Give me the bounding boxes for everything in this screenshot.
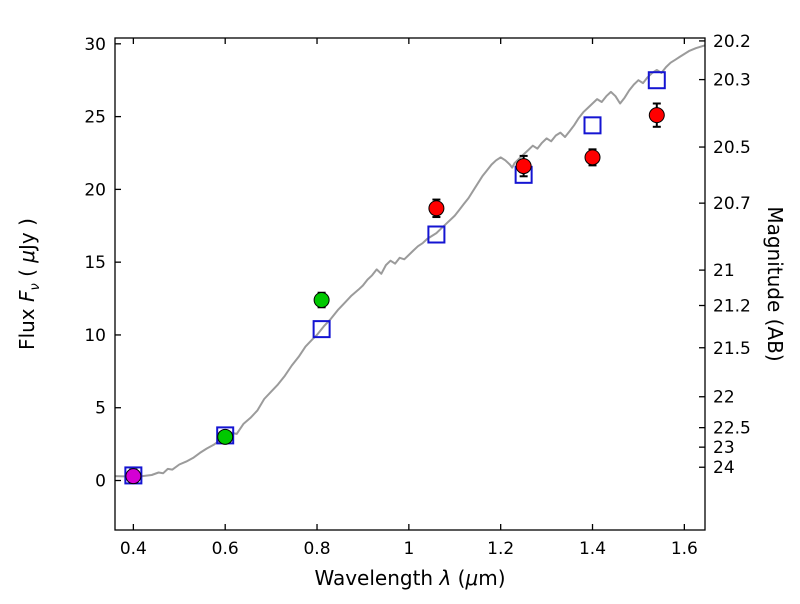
observed-photometry-circle — [515, 158, 532, 175]
y-tick-label-right: 23 — [713, 438, 735, 458]
x-tick-label: 1.2 — [487, 539, 514, 559]
model-photometry-square — [427, 225, 446, 244]
y-tick-label-right: 21.5 — [713, 339, 751, 359]
y-tick-label-right: 24 — [713, 458, 735, 478]
y-tick-label-right: 20.7 — [713, 194, 751, 214]
model-photometry-square — [312, 320, 331, 339]
observed-photometry-circle — [313, 292, 330, 309]
model-photometry-points — [124, 71, 666, 485]
y-tick-label-left: 5 — [95, 399, 106, 419]
model-photometry-square — [647, 71, 666, 90]
y-axis-label-left: Flux Fν ( μJy ) — [15, 218, 43, 350]
x-tick-label: 1.6 — [671, 539, 698, 559]
y-tick-label-left: 15 — [84, 253, 106, 273]
y-tick-label-left: 10 — [84, 326, 106, 346]
y-tick-label-left: 30 — [84, 35, 106, 55]
x-tick-label: 0.8 — [303, 539, 330, 559]
x-axis: 0.4 0.6 0.8 1 1.2 1.4 1.6 — [120, 38, 698, 559]
x-tick-label: 1 — [403, 539, 414, 559]
observed-photometry-circle — [428, 200, 445, 217]
plot-border — [114, 37, 706, 531]
x-tick-label: 0.4 — [120, 539, 147, 559]
observed-photometry-circle — [648, 107, 665, 124]
y-axis-left: 0 5 10 15 20 25 30 — [84, 35, 121, 492]
x-axis-label: Wavelength λ (μm) — [314, 566, 505, 590]
y-tick-label-left: 20 — [84, 180, 106, 200]
y-tick-label-right: 21.2 — [713, 297, 751, 317]
y-tick-label-right: 22 — [713, 388, 735, 408]
y-tick-label-right: 20.2 — [713, 32, 751, 52]
y-tick-label-left: 0 — [95, 472, 106, 492]
observed-photometry-circle — [584, 149, 601, 166]
y-tick-label-right: 20.3 — [713, 71, 751, 91]
observed-photometry-points — [125, 102, 665, 485]
y-tick-label-right: 21 — [713, 261, 735, 281]
model-photometry-square — [583, 116, 602, 135]
y-tick-label-right: 20.5 — [713, 138, 751, 158]
y-tick-label-right: 22.5 — [713, 419, 751, 439]
x-tick-label: 1.4 — [579, 539, 606, 559]
x-tick-label: 0.6 — [212, 539, 239, 559]
y-tick-label-left: 25 — [84, 108, 106, 128]
observed-photometry-circle — [217, 428, 234, 445]
y-axis-label-right: Magnitude (AB) — [763, 206, 787, 361]
model-spectrum-line — [115, 44, 705, 478]
observed-photometry-circle — [125, 468, 142, 485]
